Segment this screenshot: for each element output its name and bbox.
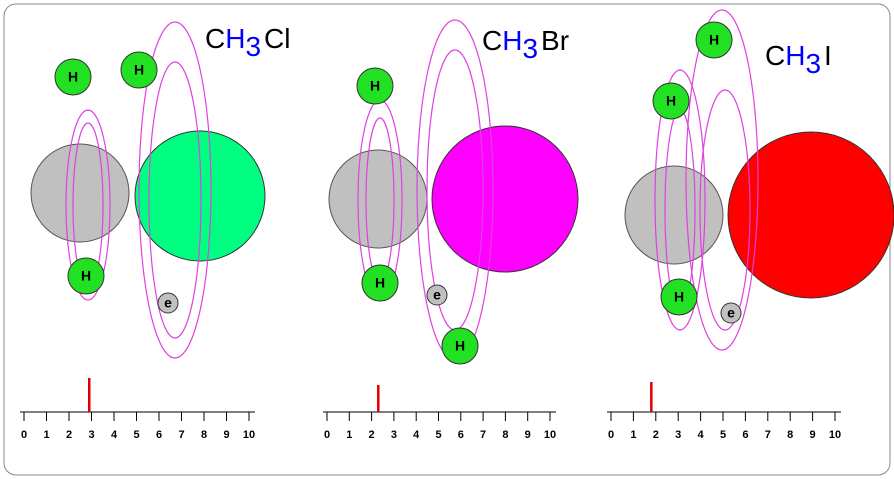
electron bbox=[720, 302, 742, 324]
hydrogen-atom bbox=[67, 257, 105, 295]
halogen-atom bbox=[727, 131, 894, 299]
formula-carbon: C bbox=[765, 40, 785, 71]
hydrogen-atom bbox=[54, 58, 92, 96]
scale-tick-label: 6 bbox=[156, 429, 162, 441]
scale-tick-label: 10 bbox=[829, 429, 841, 441]
scale-tick-label: 4 bbox=[111, 429, 118, 441]
formula-subscript: 3 bbox=[245, 31, 261, 62]
scale-tick-label: 0 bbox=[608, 429, 614, 441]
formula-carbon: C bbox=[205, 23, 225, 54]
atom-label: H bbox=[68, 69, 78, 85]
atom-label: H bbox=[709, 32, 719, 48]
formula: CH3 I bbox=[765, 40, 832, 79]
hydrogen-atom bbox=[660, 278, 698, 316]
scale-tick-label: 9 bbox=[223, 429, 229, 441]
scale-tick-label: 9 bbox=[525, 429, 531, 441]
scale-tick-label: 5 bbox=[435, 429, 441, 441]
atom-label: H bbox=[455, 338, 465, 354]
scale-tick-label: 3 bbox=[675, 429, 681, 441]
orbital bbox=[138, 21, 212, 359]
scale-tick-label: 1 bbox=[630, 429, 636, 441]
scale-tick-label: 0 bbox=[324, 429, 330, 441]
carbon-atom bbox=[328, 149, 428, 249]
scale-tick-label: 2 bbox=[653, 429, 659, 441]
scale-tick-label: 0 bbox=[21, 429, 27, 441]
scale-tick-label: 5 bbox=[133, 429, 139, 441]
atom-label: H bbox=[666, 93, 676, 109]
formula-halogen: Br bbox=[541, 25, 569, 56]
atom-label: H bbox=[134, 62, 144, 78]
formula-halogen: I bbox=[824, 40, 832, 71]
orbital bbox=[148, 61, 202, 339]
scale-tick-label: 7 bbox=[480, 429, 486, 441]
orbital bbox=[654, 69, 706, 331]
orbital bbox=[699, 89, 751, 331]
atom-label: e bbox=[164, 295, 172, 311]
formula-halogen: Cl bbox=[264, 23, 290, 54]
scale-tick-label: 4 bbox=[413, 429, 420, 441]
formula-subscript: 3 bbox=[522, 33, 538, 64]
scale-tick-label: 9 bbox=[810, 429, 816, 441]
atom-label: H bbox=[375, 275, 385, 291]
halogen-atom bbox=[134, 130, 266, 262]
electron bbox=[157, 292, 179, 314]
atom-label: H bbox=[370, 78, 380, 94]
scale-tick-label: 1 bbox=[346, 429, 352, 441]
carbon-atom bbox=[30, 143, 130, 243]
formula-carbon: C bbox=[482, 25, 502, 56]
atom-label: H bbox=[674, 289, 684, 305]
atom-label: e bbox=[727, 305, 735, 321]
formula-hydrogen: H bbox=[502, 25, 522, 56]
scale-tick-label: 10 bbox=[544, 429, 556, 441]
formula: CH3 Cl bbox=[205, 23, 291, 62]
electron bbox=[426, 284, 448, 306]
scale-tick-label: 6 bbox=[742, 429, 748, 441]
hydrogen-atom bbox=[441, 327, 479, 365]
orbital bbox=[65, 109, 111, 301]
atom-label: e bbox=[433, 287, 441, 303]
scale-tick-label: 7 bbox=[765, 429, 771, 441]
hydrogen-atom bbox=[695, 21, 733, 59]
scale-tick-label: 8 bbox=[201, 429, 207, 441]
hydrogen-atom bbox=[652, 82, 690, 120]
hydrogen-atom bbox=[361, 264, 399, 302]
hydrogen-atom bbox=[120, 51, 158, 89]
scale-tick-label: 7 bbox=[178, 429, 184, 441]
scale-tick-label: 3 bbox=[391, 429, 397, 441]
orbital bbox=[685, 9, 759, 351]
scale-tick-label: 2 bbox=[369, 429, 375, 441]
carbon-atom bbox=[624, 165, 724, 265]
scale-tick-label: 8 bbox=[502, 429, 508, 441]
scale-tick-label: 4 bbox=[698, 429, 705, 441]
halogen-atom bbox=[431, 125, 579, 273]
formula-hydrogen: H bbox=[225, 23, 245, 54]
hydrogen-atom bbox=[356, 67, 394, 105]
scale-tick-label: 3 bbox=[88, 429, 94, 441]
scale-tick-label: 5 bbox=[720, 429, 726, 441]
formula: CH3 Br bbox=[482, 25, 569, 64]
scale-tick-label: 1 bbox=[43, 429, 49, 441]
scale-tick-label: 8 bbox=[787, 429, 793, 441]
atom-label: H bbox=[81, 268, 91, 284]
scale-tick-label: 2 bbox=[66, 429, 72, 441]
scale-tick-label: 6 bbox=[458, 429, 464, 441]
scale-tick-label: 10 bbox=[243, 429, 255, 441]
formula-subscript: 3 bbox=[805, 48, 821, 79]
formula-hydrogen: H bbox=[785, 40, 805, 71]
